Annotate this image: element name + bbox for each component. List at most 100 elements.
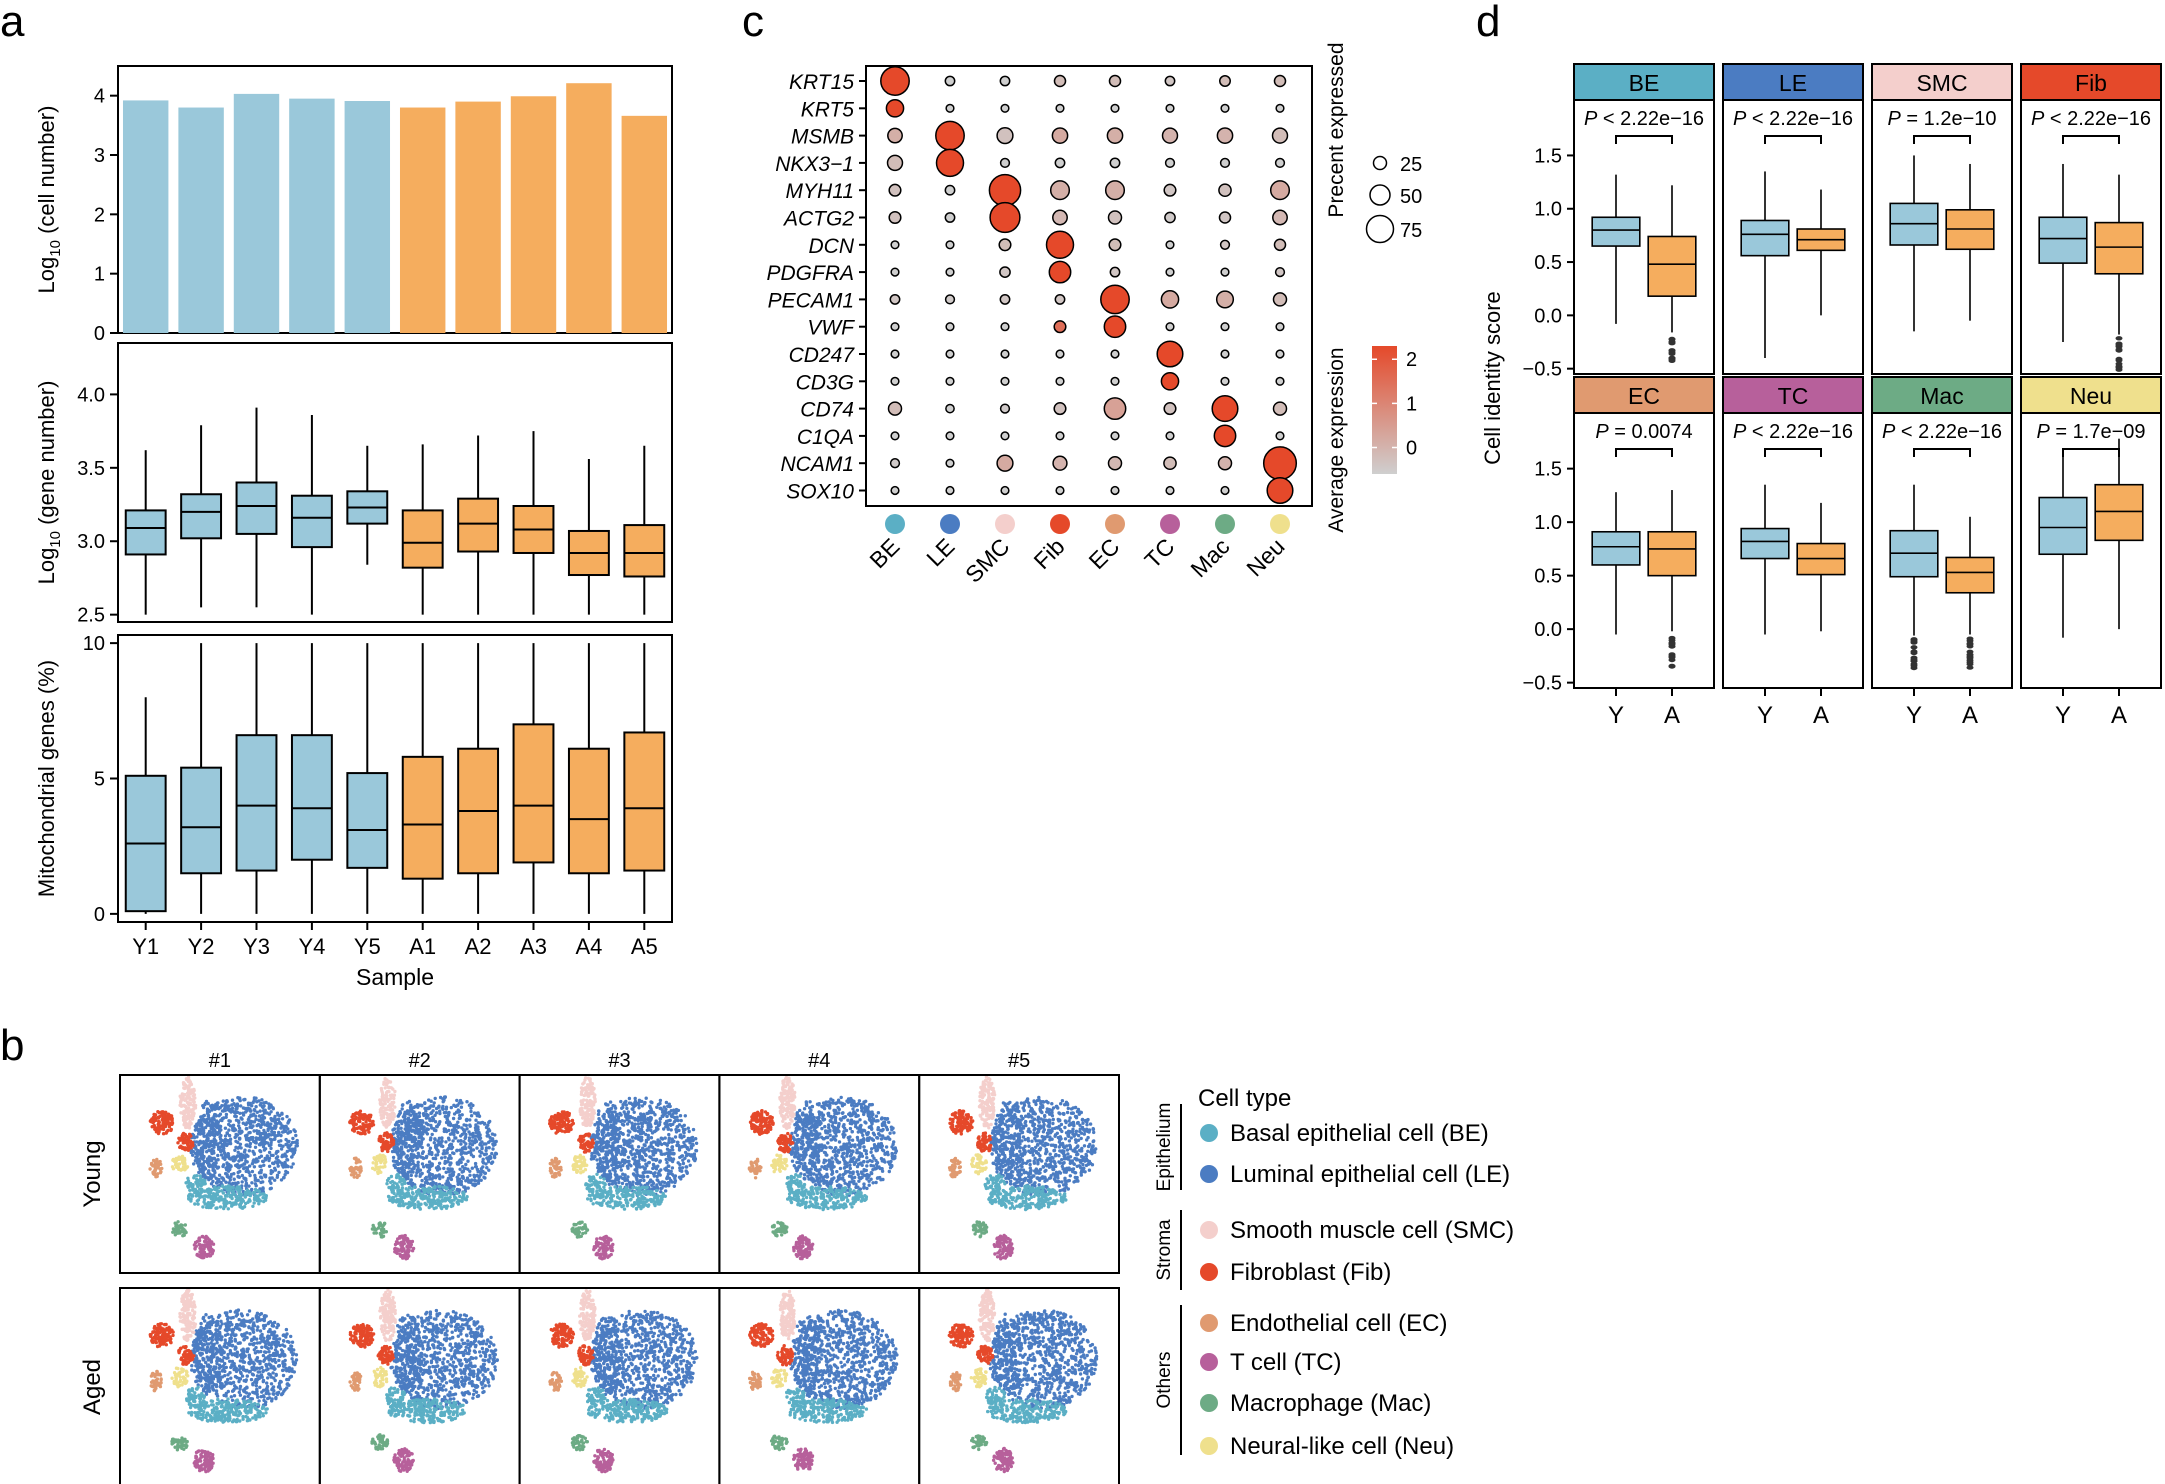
umap-point (231, 1123, 236, 1128)
umap-point (229, 1172, 234, 1177)
umap-point (412, 1135, 416, 1140)
umap-point (193, 1103, 198, 1108)
umap-cluster-EC (148, 1157, 164, 1179)
umap-point (392, 1096, 396, 1101)
umap-point (268, 1187, 272, 1191)
umap-point (254, 1117, 258, 1122)
umap-point (407, 1121, 411, 1125)
umap-point (281, 1165, 285, 1169)
umap-point (484, 1162, 488, 1166)
umap-point (201, 1174, 205, 1179)
umap-point (395, 1251, 399, 1256)
umap-point (155, 1174, 159, 1179)
umap-point (487, 1168, 491, 1172)
umap-point (181, 1118, 186, 1123)
umap-point (192, 1107, 196, 1111)
umap-point (476, 1121, 481, 1125)
umap-point (443, 1151, 448, 1155)
umap-point (228, 1193, 233, 1198)
umap-point (285, 1149, 289, 1154)
umap-point (295, 1141, 299, 1145)
umap-point (423, 1101, 427, 1105)
umap-point (400, 1103, 405, 1108)
umap-point (389, 1134, 394, 1138)
umap-point (627, 1180, 632, 1185)
umap-point (454, 1123, 459, 1127)
umap-point (430, 1118, 435, 1123)
bar-Y2 (178, 107, 224, 334)
umap-point (181, 1115, 186, 1120)
umap-point (279, 1147, 284, 1151)
umap-point (590, 1154, 594, 1158)
umap-point (203, 1194, 208, 1198)
umap-point (459, 1134, 463, 1138)
umap-point (412, 1165, 416, 1170)
umap-point (445, 1118, 450, 1122)
umap-point (436, 1164, 440, 1169)
umap-point (630, 1124, 635, 1128)
umap-point (403, 1233, 407, 1238)
umap-point (434, 1174, 438, 1178)
umap-point (220, 1198, 224, 1202)
a2-box-A2 (457, 497, 500, 553)
umap-point (447, 1138, 451, 1142)
umap-point (206, 1101, 210, 1106)
umap-point (627, 1144, 632, 1149)
umap-point (400, 1188, 404, 1192)
umap-point (617, 1180, 621, 1185)
umap-point (492, 1154, 497, 1158)
umap-point (202, 1165, 206, 1169)
umap-point (210, 1249, 214, 1254)
umap-point (234, 1202, 238, 1206)
umap-point (384, 1096, 389, 1100)
umap-point (463, 1145, 467, 1149)
umap-point (248, 1122, 253, 1126)
umap-point (410, 1187, 414, 1191)
umap-point (414, 1174, 418, 1178)
umap-point (290, 1140, 295, 1145)
umap-point (286, 1121, 290, 1125)
umap-point (475, 1173, 479, 1178)
umap-point (652, 1157, 656, 1162)
umap-point (634, 1186, 638, 1190)
umap-point (640, 1129, 644, 1133)
umap-point (634, 1148, 639, 1153)
umap-point (191, 1188, 195, 1192)
umap-point (221, 1109, 226, 1113)
umap-point (410, 1109, 414, 1114)
umap-point (391, 1142, 395, 1147)
umap-point (253, 1194, 257, 1199)
a1-ytick-label: 2 (94, 204, 105, 226)
umap-point (229, 1110, 233, 1114)
umap-point (174, 1224, 178, 1228)
umap-point (464, 1162, 468, 1167)
umap-point (482, 1122, 487, 1126)
umap-point (662, 1152, 667, 1156)
umap-point (625, 1106, 629, 1111)
umap-point (389, 1187, 394, 1192)
umap-point (410, 1149, 415, 1153)
umap-point (679, 1118, 683, 1123)
umap-point (199, 1118, 203, 1122)
umap-point (469, 1180, 473, 1185)
umap-point (199, 1115, 203, 1119)
umap-point (615, 1173, 619, 1177)
umap-point (465, 1127, 469, 1131)
umap-point (207, 1164, 212, 1169)
umap-point (681, 1158, 685, 1162)
umap-point (214, 1119, 218, 1124)
umap-point (269, 1141, 273, 1145)
a2-box-A1 (401, 509, 444, 569)
umap-point (230, 1103, 234, 1107)
umap-point (590, 1190, 595, 1194)
umap-point (194, 1145, 198, 1149)
umap-point (352, 1175, 356, 1179)
panel-label-c: c (742, 0, 764, 46)
umap-point (382, 1221, 387, 1226)
umap-point (608, 1100, 613, 1104)
umap-point (380, 1148, 384, 1153)
umap-point (161, 1118, 165, 1122)
umap-point (405, 1101, 410, 1105)
umap-point (662, 1180, 667, 1185)
